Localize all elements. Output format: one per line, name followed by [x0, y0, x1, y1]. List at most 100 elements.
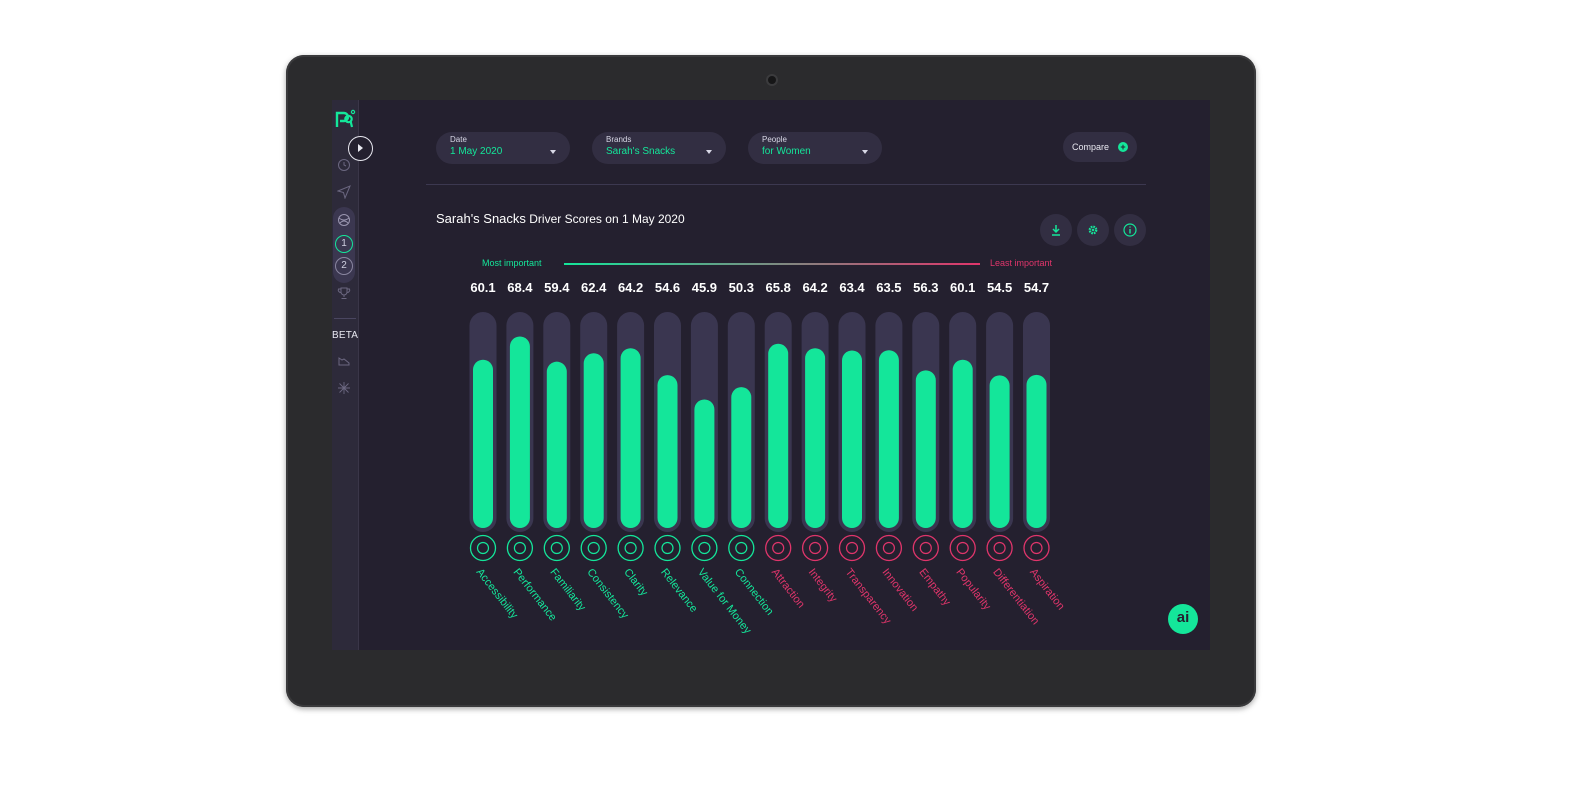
driver-bar-group[interactable]: 64.2 Clarity [617, 280, 650, 599]
category-label: Empathy [916, 566, 952, 608]
importance-gradient-line [564, 263, 980, 265]
driver-icon-glyph [1030, 541, 1043, 555]
info-icon [1123, 223, 1137, 237]
driver-icon [949, 534, 976, 562]
driver-icon-glyph [513, 541, 526, 555]
driver-bar-group[interactable]: 56.3 Empathy [912, 280, 953, 608]
people-filter-value: for Women [762, 146, 811, 157]
score-label: 45.9 [692, 280, 717, 295]
driver-icon-glyph [624, 541, 637, 555]
brands-filter[interactable]: Brands Sarah's Snacks [592, 132, 726, 164]
category-label: Familiarity [547, 566, 588, 613]
sidebar-item-1[interactable]: 1 [335, 235, 353, 253]
score-label: 64.2 [618, 280, 643, 295]
score-label: 59.4 [544, 280, 570, 295]
sidebar-item-2[interactable]: 2 [335, 257, 353, 275]
score-bar [878, 350, 899, 528]
category-label: Aspiration [1027, 566, 1067, 612]
driver-bar-group[interactable]: 64.2 Integrity [801, 280, 840, 605]
score-bar [620, 348, 641, 528]
date-filter[interactable]: Date 1 May 2020 [436, 132, 570, 164]
driver-icon [728, 534, 755, 562]
tablet-frame: 1 2 BETA Date 1 May 2020 Brands Sarah's … [286, 55, 1256, 707]
date-filter-label: Date [450, 135, 467, 144]
header-divider [426, 184, 1146, 185]
settings-button[interactable] [1077, 214, 1109, 246]
gear-icon [1088, 225, 1098, 235]
score-bar [989, 375, 1010, 528]
page-title: Sarah's Snacks Driver Scores on 1 May 20… [436, 211, 685, 226]
category-label: Relevance [658, 566, 699, 614]
score-bar [546, 361, 567, 528]
sidebar-expand-button[interactable] [348, 136, 373, 161]
download-icon [1052, 225, 1060, 236]
driver-icon-glyph [919, 541, 932, 555]
title-brand: Sarah's Snacks [436, 211, 526, 226]
trophy-icon[interactable] [337, 286, 351, 300]
driver-icon-glyph [661, 541, 674, 555]
driver-icon [986, 534, 1013, 562]
download-button[interactable] [1040, 214, 1072, 246]
score-bar [1026, 374, 1047, 528]
legend-most-important: Most important [482, 258, 542, 268]
score-label: 65.8 [766, 280, 791, 295]
brands-filter-value: Sarah's Snacks [606, 146, 676, 157]
category-label: Popularity [953, 566, 993, 612]
compare-label: Compare [1072, 142, 1110, 152]
score-label: 64.2 [802, 280, 827, 295]
score-bar [583, 353, 604, 528]
score-bar [842, 350, 862, 528]
compare-button[interactable]: Compare + [1063, 132, 1137, 162]
brands-filter-label: Brands [606, 135, 632, 144]
app-screen: 1 2 BETA Date 1 May 2020 Brands Sarah's … [332, 100, 1210, 650]
driver-bar-group[interactable]: 54.7 Aspiration [1023, 280, 1067, 612]
score-bar [657, 375, 678, 528]
score-bar [509, 336, 530, 528]
driver-icon [875, 534, 903, 562]
chevron-down-icon [706, 150, 712, 154]
score-label: 63.5 [876, 280, 901, 295]
score-bar [805, 348, 826, 528]
info-button[interactable] [1114, 214, 1146, 246]
score-label: 50.3 [729, 280, 754, 295]
sidebar-divider [334, 318, 356, 319]
people-filter[interactable]: People for Women [748, 132, 882, 164]
driver-icon [617, 534, 644, 562]
chevron-down-icon [862, 150, 868, 154]
camera-icon [768, 76, 776, 84]
driver-icon [469, 534, 497, 562]
category-label: Integrity [806, 566, 840, 605]
logo-icon [335, 109, 356, 128]
driver-scores-chart: 60.1Accessibility68.4Performance59.4Fami… [469, 280, 1067, 637]
driver-icon [580, 534, 607, 562]
driver-icon [1023, 534, 1050, 562]
network-icon[interactable] [337, 381, 351, 395]
people-filter-label: People [762, 135, 787, 144]
driver-icon [654, 534, 681, 562]
title-rest: Driver Scores on 1 May 2020 [525, 212, 685, 226]
category-label: Clarity [621, 566, 650, 598]
score-bar [731, 387, 752, 528]
score-label: 54.7 [1024, 280, 1049, 295]
driver-icon [838, 534, 866, 562]
shoe-icon[interactable] [337, 354, 351, 368]
clock-icon[interactable] [337, 158, 351, 172]
legend-least-important: Least important [990, 258, 1053, 268]
driver-icon [506, 534, 534, 562]
driver-icon-glyph [698, 541, 711, 555]
score-label: 56.3 [913, 280, 938, 295]
score-bar [473, 359, 493, 528]
score-bar [915, 370, 936, 528]
driver-icon-glyph [587, 541, 600, 555]
ai-assistant-button[interactable]: ai [1168, 604, 1198, 634]
driver-bar-group[interactable]: 60.1 Popularity [949, 280, 993, 613]
globe-icon[interactable] [337, 213, 351, 227]
send-icon[interactable] [337, 185, 351, 199]
driver-icon [691, 534, 718, 562]
driver-icon-glyph [772, 541, 785, 555]
score-bar [952, 359, 973, 528]
score-label: 68.4 [507, 280, 533, 295]
score-bar [768, 343, 789, 528]
score-label: 63.4 [839, 280, 865, 295]
driver-bar-group[interactable]: 65.8 Attraction [764, 280, 807, 610]
